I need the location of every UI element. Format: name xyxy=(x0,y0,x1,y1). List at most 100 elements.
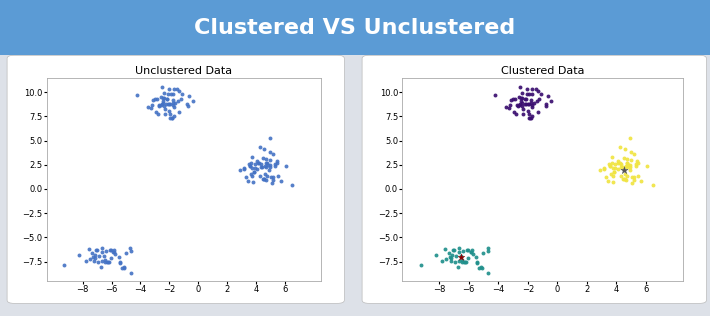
Point xyxy=(608,179,619,185)
Point xyxy=(125,270,136,275)
Point xyxy=(458,259,469,264)
Point xyxy=(599,167,610,172)
Point xyxy=(616,161,627,166)
Point xyxy=(635,179,647,184)
Point xyxy=(546,98,557,103)
Point xyxy=(515,102,526,107)
Point xyxy=(261,164,272,169)
Point xyxy=(501,104,512,109)
Point xyxy=(257,177,268,182)
Point xyxy=(246,161,257,166)
Point xyxy=(511,102,523,107)
Point xyxy=(535,92,547,97)
Point xyxy=(534,97,545,102)
Point xyxy=(155,94,167,100)
Point xyxy=(84,257,95,262)
Point xyxy=(268,177,279,182)
Point xyxy=(158,91,170,96)
Point xyxy=(527,105,538,110)
Point xyxy=(80,258,92,263)
Point xyxy=(89,259,100,264)
Point xyxy=(97,249,108,254)
Point xyxy=(609,161,621,167)
Point xyxy=(523,116,535,121)
Point xyxy=(266,174,277,179)
Point xyxy=(632,158,643,163)
Point xyxy=(526,103,537,108)
Point xyxy=(275,179,286,184)
Point xyxy=(608,169,620,174)
Point xyxy=(258,176,270,181)
Point xyxy=(415,263,426,268)
Point xyxy=(146,103,158,108)
Point xyxy=(450,253,462,258)
Point xyxy=(168,114,179,119)
Point xyxy=(258,147,270,152)
Point xyxy=(59,263,70,268)
Point xyxy=(618,155,630,160)
Point xyxy=(466,247,477,252)
Point xyxy=(244,163,256,168)
Point xyxy=(102,259,114,264)
Point xyxy=(114,259,126,264)
Point xyxy=(531,98,542,103)
Point xyxy=(526,91,537,96)
Title: Clustered Data: Clustered Data xyxy=(501,66,584,76)
Point xyxy=(261,161,272,166)
Point xyxy=(89,252,101,258)
Point xyxy=(606,155,618,160)
Point xyxy=(249,165,261,170)
Point xyxy=(454,249,465,254)
Point xyxy=(105,247,116,252)
Point xyxy=(603,162,614,167)
Point xyxy=(143,104,154,109)
Point xyxy=(163,91,174,96)
Point xyxy=(625,165,636,170)
Point xyxy=(621,160,633,165)
Point xyxy=(504,103,515,108)
Point xyxy=(515,84,526,89)
Point xyxy=(520,102,532,107)
Point xyxy=(542,93,553,98)
Point xyxy=(621,164,633,169)
Point xyxy=(459,259,471,264)
Point xyxy=(246,174,258,179)
Point xyxy=(594,167,606,173)
Point xyxy=(254,145,266,150)
Point xyxy=(280,163,292,168)
Point xyxy=(100,249,111,254)
Point xyxy=(476,266,488,271)
Point xyxy=(462,247,474,252)
Point xyxy=(619,177,630,182)
Point xyxy=(603,178,614,183)
Point xyxy=(258,177,270,182)
Point xyxy=(172,87,183,92)
Point xyxy=(165,92,176,97)
Point xyxy=(160,106,171,111)
Point xyxy=(628,175,640,180)
Point xyxy=(246,172,257,177)
Point xyxy=(630,162,641,167)
Point xyxy=(256,165,267,170)
Point xyxy=(262,162,273,167)
Point xyxy=(150,109,161,114)
Point xyxy=(647,182,658,187)
Point xyxy=(255,173,266,179)
Point xyxy=(166,116,178,121)
Point xyxy=(163,102,174,107)
Point xyxy=(607,166,618,171)
Point xyxy=(615,173,626,179)
Point xyxy=(109,249,120,254)
Point xyxy=(243,162,254,167)
Point xyxy=(627,180,638,185)
Point xyxy=(522,101,533,106)
Point xyxy=(261,156,272,161)
Point xyxy=(618,177,629,182)
Point xyxy=(74,252,85,258)
Point xyxy=(528,100,540,106)
Point xyxy=(457,257,468,262)
Point xyxy=(165,116,176,121)
Point xyxy=(266,180,278,185)
Point xyxy=(512,104,523,109)
Point xyxy=(265,158,276,163)
